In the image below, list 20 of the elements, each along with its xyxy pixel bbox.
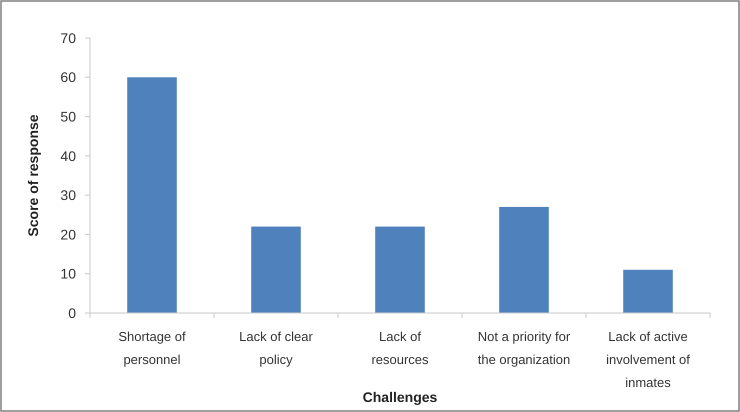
y-tick-label: 60 (60, 69, 76, 86)
y-axis-title: Score of response (25, 114, 41, 237)
y-tick-label: 50 (60, 108, 76, 124)
bar (499, 206, 549, 313)
bar (375, 226, 425, 313)
y-tick-label: 20 (60, 226, 76, 242)
x-axis-title: Challenges (362, 389, 438, 405)
x-tick-label: Shortage of personnel (118, 329, 186, 367)
bar (623, 270, 673, 313)
bar (127, 77, 177, 313)
y-tick-label: 0 (68, 304, 76, 321)
x-tick-label: Lack of clear policy (239, 329, 314, 367)
x-tick-label: Lack of resources (371, 329, 430, 367)
y-tick-label: 30 (60, 187, 76, 204)
bar (251, 226, 301, 313)
y-tick-label: 10 (60, 266, 76, 282)
x-tick-label: Lack of active involvement of inmates (606, 329, 690, 390)
x-tick-label: Not a priority for the organization (478, 329, 571, 367)
y-tick-label: 70 (60, 30, 76, 46)
y-tick-label: 40 (60, 148, 76, 164)
